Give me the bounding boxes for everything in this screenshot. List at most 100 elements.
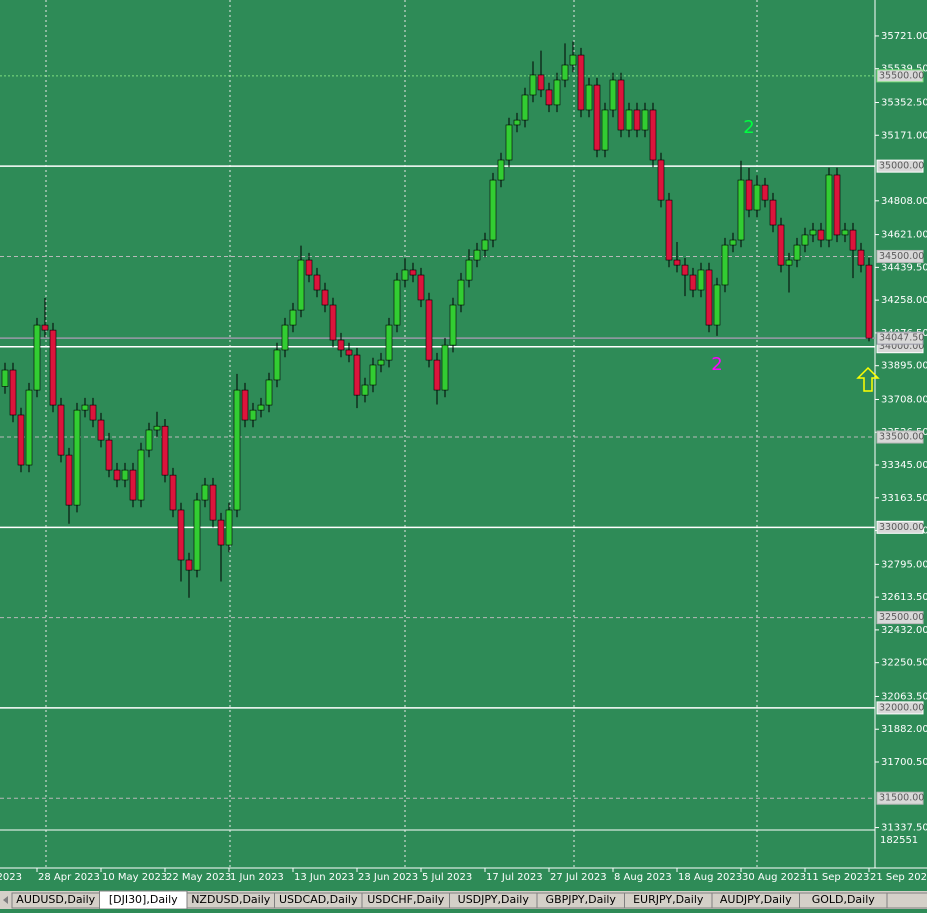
tab[interactable]: AUDUSD,Daily [11,892,100,909]
scroll-left[interactable] [3,896,8,904]
price-level-box [876,159,924,173]
candle-body [25,389,33,466]
tab[interactable]: USDCHF,Daily [361,892,450,909]
price-level-box [876,69,924,83]
candle-body [393,279,401,326]
candle-body [97,419,105,441]
tab-label[interactable]: [DJI30],Daily [109,893,178,906]
candle-body [505,124,513,161]
price-level-box [876,701,924,715]
x-tick-label: 1 Jun 2023 [230,872,284,883]
candle-body [1,369,9,387]
candle-body [145,429,153,451]
price-level-label: 35000.00 [879,161,924,172]
tab[interactable]: USDJPY,Daily [449,892,538,909]
candle-body [241,389,249,421]
price-level-label: 34500.00 [879,251,924,262]
y-tick-label: 32613.50 [881,592,927,603]
x-tick-label: 22 May 2023 [166,872,231,883]
y-tick-label: 32063.50 [881,691,927,702]
candle-body [649,109,657,161]
price-level-box [876,249,924,263]
candle-body [865,264,873,339]
x-tick-label: 18 Aug 2023 [678,872,742,883]
candle-body [385,324,393,361]
price-level-box [876,611,924,625]
y-tick-label: 33345.00 [881,460,927,471]
candle-body [49,329,57,406]
tab[interactable]: I [886,892,927,909]
tab[interactable]: USDCAD,Daily [274,892,363,909]
price-level-label: 34047.50 [879,333,924,344]
candle-body [697,269,705,291]
tab-label[interactable]: USDCHF,Daily [367,893,445,906]
candle-body [417,274,425,301]
x-tick-label: 23 Jun 2023 [358,872,418,883]
tab[interactable]: AUDJPY,Daily [711,892,800,909]
tab-label[interactable]: USDJPY,Daily [458,893,530,906]
y-tick-label: 33708.00 [881,394,927,405]
candle-body [777,224,785,266]
tab-label[interactable]: NZDUSD,Daily [191,893,271,906]
tab[interactable]: GBPJPY,Daily [536,892,625,909]
tab-label[interactable]: GBPJPY,Daily [546,893,617,906]
y-tick-label: 35721.00 [881,31,927,42]
tab[interactable]: GOLD,Daily [799,892,888,909]
tab[interactable]: EURJPY,Daily [624,892,713,909]
candle-body [105,439,113,471]
tab[interactable]: [DJI30],Daily [99,890,188,910]
price-level-label: 34000.00 [879,341,924,352]
tab-label[interactable]: USDCAD,Daily [279,893,358,906]
candle-body [641,109,649,131]
y-tick-label: 34439.50 [881,262,927,273]
candle-body [81,404,89,411]
candle-body [577,54,585,111]
candle-body [673,259,681,266]
candle-body [281,324,289,351]
candle-body [665,199,673,261]
candle-body [825,174,833,241]
x-tick-label: 30 Aug 2023 [742,872,806,883]
candle-body [729,239,737,246]
volume-scale-label: 182551 [880,835,918,846]
candle-body [609,79,617,111]
candle-body [633,109,641,131]
y-tick-label: 31337.50 [881,823,927,834]
candle-body [561,64,569,81]
candle-body [33,324,41,391]
candle-body [761,184,769,201]
candle-body [497,159,505,181]
candle-body [569,54,577,66]
candle-body [801,234,809,246]
x-tick-label: 17 Jul 2023 [486,872,543,883]
candle-body [513,119,521,126]
candle-body [489,179,497,241]
y-tick-label: 31882.00 [881,724,927,735]
candle-body [225,509,233,546]
candle-body [657,159,665,201]
tab-label[interactable]: AUDUSD,Daily [16,893,95,906]
candle-body [585,84,593,111]
candle-body [345,349,353,356]
candle-body [57,404,65,456]
chart-background [0,0,927,891]
tab[interactable]: NZDUSD,Daily [186,892,275,909]
candle-body [289,309,297,326]
y-tick-label: 32250.50 [881,658,927,669]
tab-shape[interactable] [886,892,927,909]
candle-body [449,304,457,346]
tab-label[interactable]: AUDJPY,Daily [720,893,792,906]
candle-body [833,174,841,236]
candle-body [329,304,337,341]
candle-body [625,109,633,131]
candle-body [401,269,409,281]
tab-label[interactable]: EURJPY,Daily [633,893,704,906]
tab-label[interactable]: GOLD,Daily [812,893,876,906]
candle-body [465,259,473,281]
candle-body [377,359,385,366]
candle-body [769,199,777,226]
price-level-label: 31500.00 [879,793,924,804]
candle-body [521,94,529,121]
candle-body [177,509,185,561]
